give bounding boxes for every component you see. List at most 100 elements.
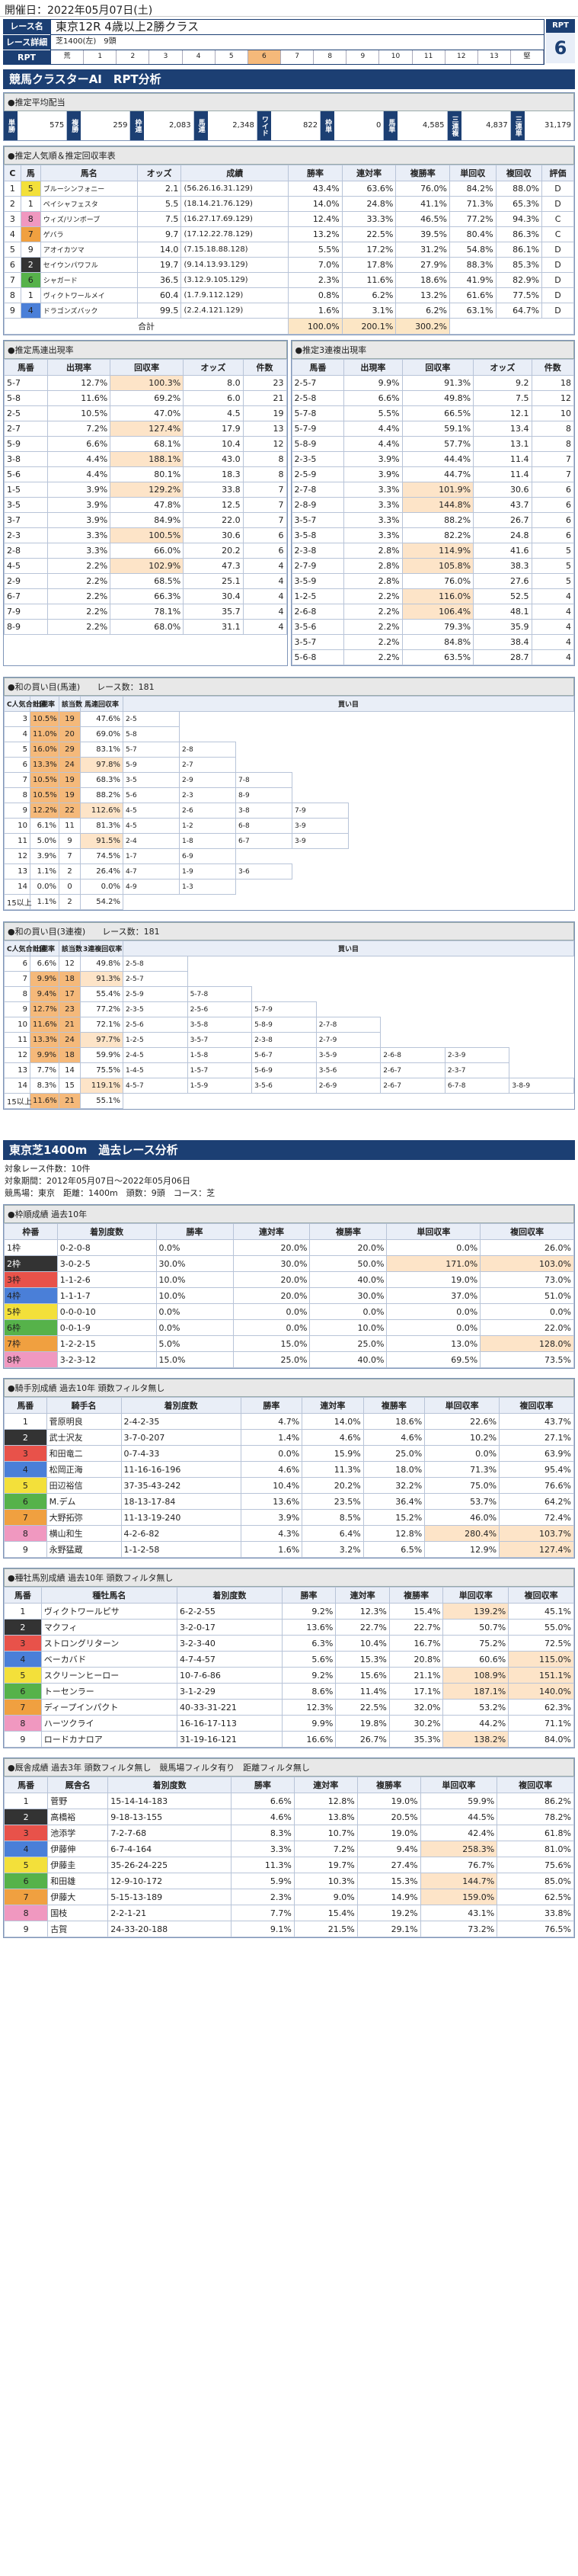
sire-cell: 6-2-2-55 (177, 1603, 283, 1620)
umaren-cell: 2-7 (4, 421, 48, 437)
rpt-cell: 10 (379, 50, 413, 64)
wa-umaren-buy-cell: 7-8 (235, 772, 292, 788)
sire-col-header: 馬番 (4, 1587, 42, 1604)
trainer-row: 5 伊藤圭 35-26-24-225 11.3% 19.7% 27.4% 76.7% 75.6… (3, 1857, 574, 1873)
wa-trio-cell: 12 (59, 956, 81, 972)
trainer-cell: 3 (3, 1825, 49, 1841)
sire-cell: 22.7% (335, 1619, 390, 1636)
wa-trio-section: ●和の買い目(3連複) レース数：181 C人気合計値 出現率 該当数 3連複回収率買… (3, 921, 575, 1110)
jockey-cell: M.デム (46, 1493, 122, 1510)
wa-trio-cell: 9.9% (30, 971, 59, 987)
trainer-row: 3 池添学 7-2-7-68 8.3% 10.7% 19.0% 42.4% 61.8% (3, 1825, 574, 1841)
popularity-head: ●推定人気順＆推定回収率表 (4, 146, 574, 165)
wa-umaren-buy-cell: 4-9 (123, 879, 180, 895)
wa-trio-cell: 10 (4, 1017, 30, 1033)
trainer-cell: 33.8% (497, 1905, 574, 1921)
trio-cell: 3-5-8 (291, 527, 345, 543)
rpt-value: 6 (546, 33, 575, 63)
trainer-cell: 7-2-7-68 (107, 1825, 232, 1841)
trio-cell: 3.3% (343, 527, 403, 543)
trainer-cell: 85.0% (497, 1873, 574, 1889)
page-title: 競馬クラスターAI RPT分析 (3, 69, 575, 89)
jockey-cell: 田辺裕信 (46, 1477, 122, 1494)
trio-cell: 4 (531, 619, 575, 635)
trainer-cell: 1 (3, 1793, 49, 1809)
jockey-col-header: 馬番 (4, 1397, 47, 1414)
wa-umaren-buy-cell (405, 879, 461, 895)
wa-umaren-buy-cell (461, 712, 518, 727)
payout-value: 31,179 (525, 111, 574, 140)
trio-col-header: 件数 (531, 359, 575, 376)
wa-trio-buy-cell: 4-5-7 (123, 1078, 188, 1094)
payout-value: 0 (334, 111, 385, 140)
jockey-row: 7 大野拓弥 11-13-19-240 3.9% 8.5% 15.2% 46.0% 72.4% (4, 1509, 574, 1526)
wa-umaren-buy-cell (349, 773, 405, 788)
trio-cell: 44.4% (401, 451, 474, 467)
popularity-section: ●推定人気順＆推定回収率表 C 馬馬名 オッズ 成績 勝率 連対率 複勝率 単回収 複回収 評価 … (3, 146, 575, 335)
umaren-cell: 5-7 (4, 375, 48, 391)
wa-trio-buy-cell (316, 1094, 381, 1109)
wa-umaren-buy-cell (405, 758, 461, 773)
trio-cell: 52.5 (473, 588, 532, 604)
waku-cell: 0.0% (155, 1319, 234, 1336)
umaren-row: 5-8 11.6% 69.2% 6.0 21 (4, 390, 287, 406)
jockey-cell: 4.7% (240, 1413, 303, 1430)
sire-cell: 16.7% (388, 1635, 444, 1652)
sire-row: 2 マクフィ 3-2-0-17 13.6% 22.7% 22.7% 50.7% 55.0% (4, 1619, 574, 1636)
trainer-cell: 159.0% (420, 1889, 498, 1905)
popularity-cell: 12.4% (288, 211, 343, 227)
jockey-cell: 76.6% (499, 1477, 574, 1494)
trainer-cell: 7.7% (231, 1905, 295, 1921)
waku-cell: 5枠 (4, 1303, 58, 1320)
past-period: 対象期間：2012年05月07日～2022年05月06日 (5, 1176, 190, 1186)
payout-label: 三連複 (447, 111, 461, 140)
waku-cell: 30.0% (232, 1255, 311, 1272)
trainer-cell: 19.0% (356, 1825, 421, 1841)
wa-umaren-cell: 0 (59, 879, 81, 895)
trainer-cell: 2-2-1-21 (107, 1905, 232, 1921)
trio-cell: 3.9% (343, 466, 403, 482)
wa-umaren-buy-cell (349, 834, 405, 849)
wa-trio-cell: 8.3% (30, 1078, 59, 1094)
wa-trio-buy-cell: 3-5-7 (187, 1032, 253, 1048)
trio-row: 3-5-7 2.2% 84.8% 38.4 4 (291, 634, 575, 650)
jockey-section: ●騎手別成績 過去10年 頭数フィルタ無し 馬番 騎手名 着別度数 勝率 連対率 複勝率単… (3, 1378, 575, 1559)
wa-trio-buy-cell: 5-8-9 (251, 1017, 317, 1033)
umaren-cell: 66.0% (110, 543, 184, 559)
umaren-cell: 188.1% (110, 451, 184, 467)
wa-umaren-buy-cell (349, 788, 405, 803)
wa-trio-buy-cell: 2-6-7 (380, 1078, 445, 1094)
payout-label: 馬連 (193, 111, 208, 140)
jockey-col-header: 複回収率 (499, 1397, 574, 1414)
popularity-cell: 65.3% (495, 196, 543, 212)
popularity-cell: 2 (4, 196, 21, 212)
payout-value: 575 (18, 111, 68, 140)
umaren-cell: 7.2% (46, 421, 111, 437)
trainer-col-header: 複勝率 (356, 1777, 421, 1793)
trio-cell: 44.7% (401, 466, 474, 482)
trio-cell: 4.4% (343, 436, 403, 452)
wa-umaren-cell: 68.3% (80, 772, 123, 788)
popularity-cell: 5.5 (136, 196, 182, 212)
sire-cell: 72.5% (508, 1635, 574, 1652)
trio-row: 5-7-9 4.4% 59.1% 13.4 8 (291, 421, 575, 437)
sire-cell: 4-7-4-57 (177, 1651, 283, 1668)
wa-umaren-buy-cell (461, 758, 518, 773)
wa-trio-buy-cell (509, 1063, 574, 1078)
trainer-cell: 43.1% (420, 1905, 498, 1921)
rpt-cell: 5 (216, 50, 248, 64)
sire-row: 7 ディープインパクト 40-33-31-221 12.3% 22.5% 32.0% 53.… (4, 1699, 574, 1716)
trio-cell: 2.8% (343, 573, 403, 589)
trainer-cell: 9 (3, 1921, 49, 1937)
jockey-cell: 6.5% (362, 1541, 426, 1558)
trio-cell: 79.3% (401, 619, 474, 635)
wa-umaren-row: 11 5.0% 9 91.5% 2-4 1-8 6-7 3-9 (4, 833, 574, 849)
sire-cell: 9.2% (281, 1667, 337, 1684)
jockey-cell: 14.0% (302, 1413, 364, 1430)
wa-trio-buy-cell: 2-7-9 (315, 1032, 382, 1048)
wa-umaren-buy-cell (461, 803, 518, 819)
wa-umaren-buy-cell (461, 849, 518, 864)
umaren-cell: 3.9% (46, 512, 111, 528)
jockey-cell: 3.2% (302, 1541, 364, 1558)
jockey-row: 5 田辺裕信 37-35-43-242 10.4% 20.2% 32.2% 75.0% 76.… (4, 1477, 574, 1494)
